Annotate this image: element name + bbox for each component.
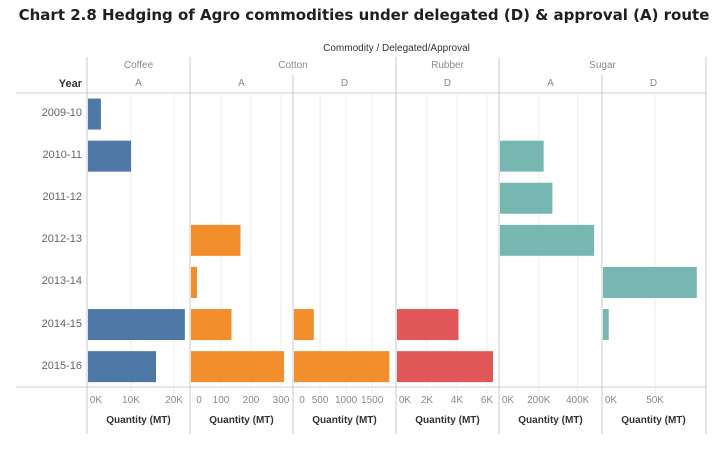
bar-cotton-a-2013-14 [191, 266, 197, 298]
axis-title: Quantity (MT) [209, 415, 274, 426]
tick-label: 1000 [334, 395, 358, 406]
commodity-label-sugar: Sugar [589, 60, 616, 71]
bar-cotton-d-2014-15 [294, 309, 314, 341]
route-label: D [649, 78, 658, 89]
axis-title: Quantity (MT) [518, 415, 583, 426]
bar-cotton-a-2012-13 [191, 224, 241, 256]
axis-title: Quantity (MT) [621, 415, 686, 426]
bar-sugar-a-2010-11 [500, 140, 544, 172]
year-label: 2012-13 [41, 233, 82, 246]
route-label: A [135, 78, 142, 89]
year-label: 2014-15 [41, 317, 82, 330]
bar-rubber-d-2014-15 [397, 309, 459, 341]
year-label: 2013-14 [41, 275, 82, 288]
tick-label: 100 [212, 395, 230, 406]
column-header: Commodity / Delegated/Approval [323, 43, 470, 54]
route-label: A [238, 78, 245, 89]
bar-rubber-d-2015-16 [397, 351, 493, 383]
tick-label: 1500 [361, 395, 384, 406]
tick-label: 200 [242, 395, 260, 406]
tick-label: 10K [122, 395, 140, 406]
bar-sugar-d-2014-15 [603, 309, 609, 341]
commodity-label-rubber: Rubber [431, 60, 464, 71]
bar-coffee-a-2015-16 [88, 351, 157, 383]
tick-label: 500 [311, 395, 329, 406]
row-header: Year [58, 78, 82, 90]
bar-sugar-a-2012-13 [500, 224, 595, 256]
axis-title: Quantity (MT) [312, 415, 377, 426]
tick-label: 0K [501, 395, 515, 406]
bar-coffee-a-2014-15 [88, 309, 185, 341]
tick-label: 300 [272, 395, 290, 406]
bar-cotton-a-2015-16 [191, 351, 284, 383]
bar-cotton-d-2015-16 [294, 351, 390, 383]
route-label: D [443, 78, 452, 89]
route-label: D [340, 78, 349, 89]
tick-label: 0 [196, 395, 202, 406]
axis-title: Quantity (MT) [415, 415, 480, 426]
route-label: A [547, 78, 554, 89]
year-label: 2010-11 [42, 149, 82, 162]
tick-label: 0K [398, 395, 412, 406]
tick-label: 400K [565, 395, 590, 406]
tick-label: 200K [527, 395, 551, 406]
bar-coffee-a-2010-11 [88, 140, 132, 172]
axis-title: Quantity (MT) [106, 415, 171, 426]
tick-label: 0 [299, 395, 305, 406]
chart-title: Chart 2.8 Hedging of Agro commodities un… [18, 6, 710, 24]
tick-label: 4K [450, 395, 464, 406]
commodity-label-coffee: Coffee [123, 60, 154, 71]
tick-label: 0K [89, 395, 103, 406]
tick-label: 6K [480, 395, 494, 406]
year-label: 2015-16 [41, 359, 82, 372]
bar-sugar-a-2011-12 [500, 182, 553, 214]
year-label: 2011-12 [42, 191, 82, 204]
year-label: 2009-10 [41, 107, 82, 120]
tick-label: 2K [420, 395, 434, 406]
commodity-label-cotton: Cotton [278, 60, 308, 71]
bar-sugar-d-2013-14 [603, 266, 697, 298]
tick-label: 50K [646, 395, 664, 406]
tick-label: 0K [604, 395, 618, 406]
bar-coffee-a-2009-10 [88, 98, 101, 130]
bar-cotton-a-2014-15 [191, 309, 232, 341]
tick-label: 20K [165, 395, 183, 406]
